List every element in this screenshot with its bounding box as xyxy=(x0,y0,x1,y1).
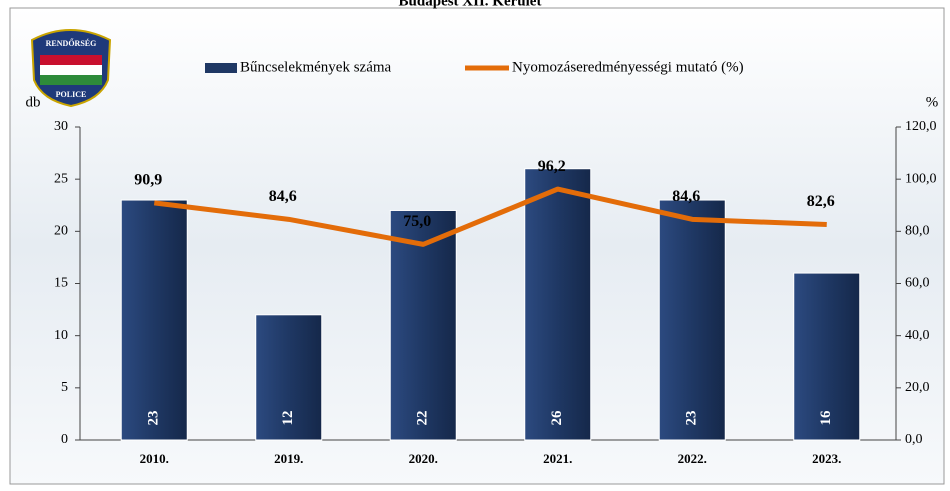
y-tick-label: 0 xyxy=(61,432,68,447)
y2-tick-label: 120,0 xyxy=(905,119,937,134)
bar xyxy=(255,314,323,441)
y2-tick-label: 80,0 xyxy=(905,224,930,239)
bar-value-label: 26 xyxy=(549,410,565,426)
chart-title: Budapest XII. Kerület xyxy=(399,0,542,9)
x-tick-label: 2019. xyxy=(274,451,303,466)
line-value-label: 75,0 xyxy=(403,213,431,230)
bar-value-label: 12 xyxy=(280,411,296,426)
logo-bottom: POLICE xyxy=(56,90,87,99)
bar xyxy=(793,272,861,441)
y-tick-label: 5 xyxy=(61,380,68,395)
x-tick-label: 2021. xyxy=(543,451,572,466)
y-tick-label: 10 xyxy=(54,328,68,343)
line-value-label: 84,6 xyxy=(269,188,297,205)
y-tick-label: 20 xyxy=(54,224,68,239)
line-value-label: 84,6 xyxy=(672,188,700,205)
legend-label: Bűncselekmények száma xyxy=(240,59,392,75)
legend-label: Nyomozáseredményességi mutató (%) xyxy=(512,59,744,75)
bar-value-label: 16 xyxy=(818,410,834,426)
logo: RENDŐRSÉG POLICE xyxy=(30,29,112,108)
bar-value-label: 23 xyxy=(146,411,162,426)
x-tick-label: 2022. xyxy=(678,451,707,466)
y2-tick-label: 20,0 xyxy=(905,380,930,395)
bar xyxy=(658,199,726,441)
y2-tick-label: 60,0 xyxy=(905,276,930,291)
bar xyxy=(389,209,457,441)
y2-tick-label: 40,0 xyxy=(905,328,930,343)
x-tick-label: 2010. xyxy=(140,451,169,466)
y-tick-label: 15 xyxy=(54,276,68,291)
x-tick-label: 2020. xyxy=(409,451,438,466)
logo-top: RENDŐRSÉG xyxy=(46,38,97,48)
y2-axis-label: % xyxy=(926,94,939,110)
line-value-label: 90,9 xyxy=(134,172,162,189)
y2-tick-label: 100,0 xyxy=(905,171,937,186)
y-axis-label: db xyxy=(26,94,41,110)
x-tick-label: 2023. xyxy=(812,451,841,466)
bar xyxy=(524,168,592,441)
y2-tick-label: 0,0 xyxy=(905,432,923,447)
y-tick-label: 25 xyxy=(54,171,68,186)
line xyxy=(153,186,827,247)
bar-value-label: 23 xyxy=(684,411,700,426)
line-value-label: 96,2 xyxy=(538,158,566,175)
legend-swatch xyxy=(205,63,237,73)
bar-value-label: 22 xyxy=(415,411,431,426)
y-tick-label: 30 xyxy=(54,119,68,134)
bar xyxy=(120,199,188,441)
line-value-label: 82,6 xyxy=(807,193,835,210)
